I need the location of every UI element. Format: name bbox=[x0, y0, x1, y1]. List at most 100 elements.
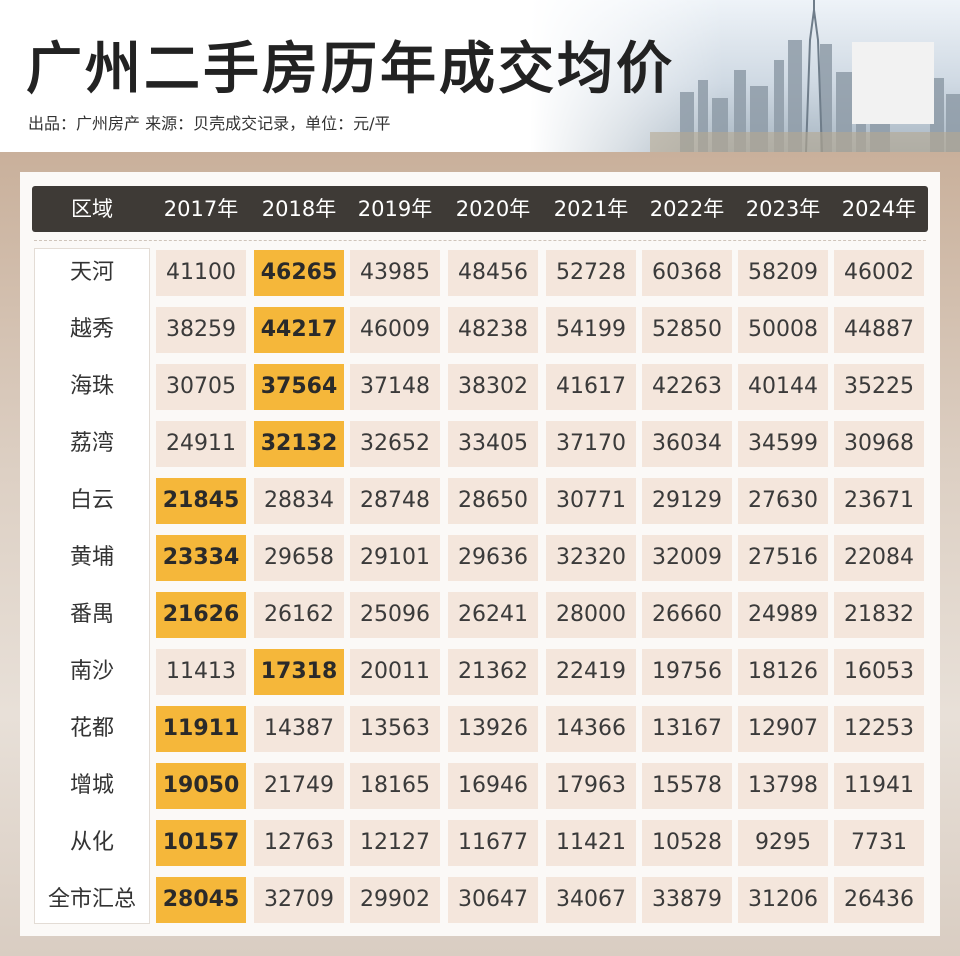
value-cell: 58209 bbox=[738, 250, 828, 296]
value-cell: 26162 bbox=[254, 592, 344, 638]
max-value-cell: 44217 bbox=[254, 307, 344, 353]
value-cell: 11421 bbox=[546, 820, 636, 866]
value-cell: 50008 bbox=[738, 307, 828, 353]
value-cell: 27516 bbox=[738, 535, 828, 581]
value-cell: 12127 bbox=[350, 820, 440, 866]
value-cell: 24911 bbox=[156, 421, 246, 467]
value-cell: 46002 bbox=[834, 250, 924, 296]
value-cell: 36034 bbox=[642, 421, 732, 467]
header-year: 2019年 bbox=[357, 197, 433, 221]
value-cell: 13563 bbox=[350, 706, 440, 752]
value-cell: 32320 bbox=[546, 535, 636, 581]
value-cell: 31206 bbox=[738, 877, 828, 923]
value-cell: 30705 bbox=[156, 364, 246, 410]
value-cell: 42263 bbox=[642, 364, 732, 410]
table-header-bar bbox=[32, 186, 928, 232]
value-cell: 44887 bbox=[834, 307, 924, 353]
value-cell: 33405 bbox=[448, 421, 538, 467]
region-label: 南沙 bbox=[69, 659, 114, 684]
value-cell: 21362 bbox=[448, 649, 538, 695]
value-cell: 13926 bbox=[448, 706, 538, 752]
header-year: 2022年 bbox=[649, 197, 725, 221]
max-value-cell: 17318 bbox=[254, 649, 344, 695]
region-label: 海珠 bbox=[69, 374, 114, 399]
value-cell: 26241 bbox=[448, 592, 538, 638]
value-cell: 18126 bbox=[738, 649, 828, 695]
value-cell: 52728 bbox=[546, 250, 636, 296]
value-cell: 33879 bbox=[642, 877, 732, 923]
region-label: 全市汇总 bbox=[47, 887, 136, 912]
value-cell: 28834 bbox=[254, 478, 344, 524]
header-year: 2023年 bbox=[745, 197, 821, 221]
value-cell: 29902 bbox=[350, 877, 440, 923]
value-cell: 29101 bbox=[350, 535, 440, 581]
value-cell: 38302 bbox=[448, 364, 538, 410]
value-cell: 48238 bbox=[448, 307, 538, 353]
value-cell: 21749 bbox=[254, 763, 344, 809]
value-cell: 21832 bbox=[834, 592, 924, 638]
region-label: 增城 bbox=[69, 773, 114, 798]
value-cell: 32009 bbox=[642, 535, 732, 581]
value-cell: 12907 bbox=[738, 706, 828, 752]
value-cell: 23671 bbox=[834, 478, 924, 524]
value-cell: 12763 bbox=[254, 820, 344, 866]
region-label: 荔湾 bbox=[69, 431, 114, 456]
value-cell: 34067 bbox=[546, 877, 636, 923]
header-year: 2017年 bbox=[163, 197, 239, 221]
value-cell: 29636 bbox=[448, 535, 538, 581]
header-region: 区域 bbox=[71, 197, 113, 221]
value-cell: 37170 bbox=[546, 421, 636, 467]
max-value-cell: 28045 bbox=[156, 877, 246, 923]
value-cell: 11413 bbox=[156, 649, 246, 695]
value-cell: 29129 bbox=[642, 478, 732, 524]
value-cell: 16053 bbox=[834, 649, 924, 695]
value-cell: 22419 bbox=[546, 649, 636, 695]
value-cell: 40144 bbox=[738, 364, 828, 410]
value-cell: 30771 bbox=[546, 478, 636, 524]
header-year: 2018年 bbox=[261, 197, 337, 221]
value-cell: 32652 bbox=[350, 421, 440, 467]
max-value-cell: 37564 bbox=[254, 364, 344, 410]
value-cell: 9295 bbox=[738, 820, 828, 866]
value-cell: 34599 bbox=[738, 421, 828, 467]
region-label: 花都 bbox=[69, 716, 114, 741]
value-cell: 15578 bbox=[642, 763, 732, 809]
value-cell: 7731 bbox=[834, 820, 924, 866]
value-cell: 12253 bbox=[834, 706, 924, 752]
value-cell: 14387 bbox=[254, 706, 344, 752]
max-value-cell: 23334 bbox=[156, 535, 246, 581]
value-cell: 37148 bbox=[350, 364, 440, 410]
value-cell: 28650 bbox=[448, 478, 538, 524]
value-cell: 17963 bbox=[546, 763, 636, 809]
max-value-cell: 46265 bbox=[254, 250, 344, 296]
value-cell: 14366 bbox=[546, 706, 636, 752]
value-cell: 19756 bbox=[642, 649, 732, 695]
value-cell: 20011 bbox=[350, 649, 440, 695]
value-cell: 38259 bbox=[156, 307, 246, 353]
value-cell: 10528 bbox=[642, 820, 732, 866]
region-label: 番禺 bbox=[69, 602, 114, 627]
value-cell: 27630 bbox=[738, 478, 828, 524]
value-cell: 48456 bbox=[448, 250, 538, 296]
max-value-cell: 10157 bbox=[156, 820, 246, 866]
max-value-cell: 21845 bbox=[156, 478, 246, 524]
max-value-cell: 19050 bbox=[156, 763, 246, 809]
value-cell: 43985 bbox=[350, 250, 440, 296]
value-cell: 26436 bbox=[834, 877, 924, 923]
value-cell: 54199 bbox=[546, 307, 636, 353]
header-divider bbox=[34, 240, 926, 241]
value-cell: 18165 bbox=[350, 763, 440, 809]
max-value-cell: 21626 bbox=[156, 592, 246, 638]
page-subtitle: 出品：广州房产 来源：贝壳成交记录，单位：元/平 bbox=[28, 114, 391, 133]
region-column bbox=[34, 248, 150, 924]
region-label: 黄埔 bbox=[69, 545, 114, 570]
value-cell: 22084 bbox=[834, 535, 924, 581]
logo-placeholder bbox=[852, 42, 934, 124]
region-label: 越秀 bbox=[69, 317, 114, 342]
value-cell: 30968 bbox=[834, 421, 924, 467]
value-cell: 35225 bbox=[834, 364, 924, 410]
value-cell: 30647 bbox=[448, 877, 538, 923]
value-cell: 26660 bbox=[642, 592, 732, 638]
region-label: 天河 bbox=[69, 260, 114, 285]
value-cell: 46009 bbox=[350, 307, 440, 353]
